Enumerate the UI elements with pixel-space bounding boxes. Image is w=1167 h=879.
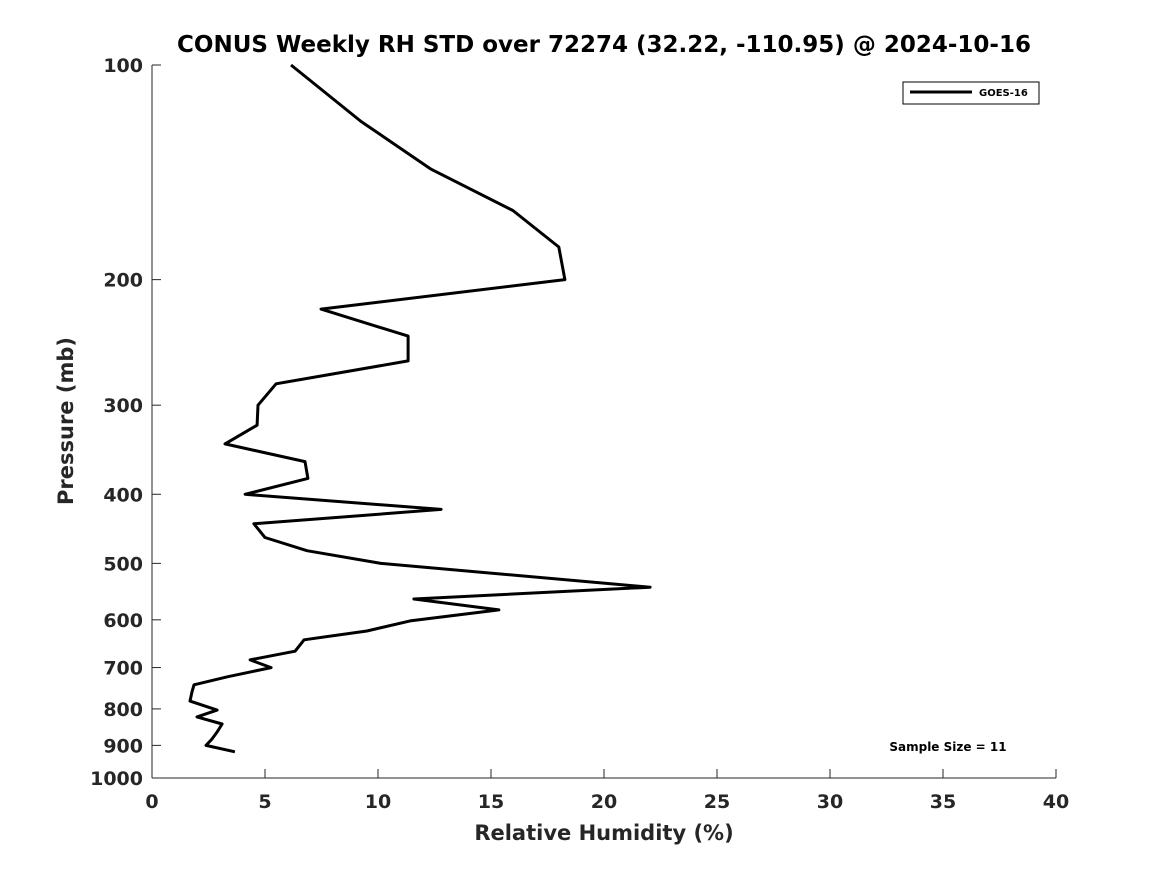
x-tick-label: 15 [478, 791, 504, 813]
x-tick-label: 0 [145, 791, 158, 813]
x-tick-label: 30 [817, 791, 843, 813]
sample-size-annotation: Sample Size = 11 [889, 740, 1006, 754]
x-tick-label: 35 [930, 791, 956, 813]
y-tick-label: 100 [103, 55, 143, 77]
x-tick-label: 20 [591, 791, 617, 813]
y-tick-label: 1000 [90, 768, 143, 790]
chart-title: CONUS Weekly RH STD over 72274 (32.22, -… [177, 32, 1031, 58]
x-axis-label: Relative Humidity (%) [474, 821, 733, 845]
y-tick-label: 900 [103, 735, 143, 757]
y-tick-label: 800 [103, 699, 143, 721]
series-line-goes-16 [188, 63, 652, 754]
x-tick-label: 40 [1043, 791, 1069, 813]
y-tick-label: 700 [103, 658, 143, 680]
y-tick-label: 300 [103, 395, 143, 417]
x-tick-label: 10 [365, 791, 391, 813]
y-tick-label: 500 [103, 553, 143, 575]
legend-label-goes-16: GOES-16 [979, 88, 1028, 99]
y-axis-label: Pressure (mb) [54, 337, 78, 505]
y-tick-label: 600 [103, 610, 143, 632]
x-tick-label: 25 [704, 791, 730, 813]
y-tick-label: 200 [103, 270, 143, 292]
y-tick-label: 400 [103, 484, 143, 506]
x-tick-label: 5 [258, 791, 271, 813]
legend: GOES-16 [902, 81, 1040, 105]
